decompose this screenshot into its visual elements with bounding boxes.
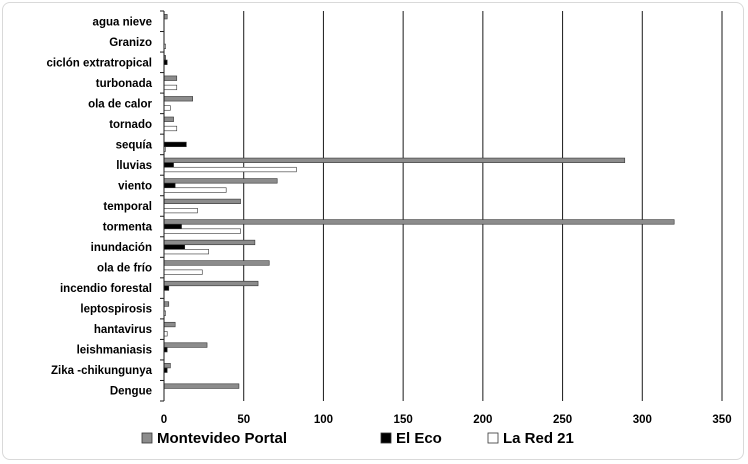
bar-la-red-21-inundacion <box>163 249 209 255</box>
category-label-sequia: sequía <box>116 139 153 151</box>
bar-montevideo-portal-ola-de-calor <box>163 96 193 102</box>
bar-el-eco-incendio-forestal <box>163 285 170 291</box>
bar-la-red-21-tornado <box>163 125 178 132</box>
bar-montevideo-portal-leptospirosis <box>163 301 170 307</box>
category-label-inundacion: inundación <box>91 242 152 254</box>
bar-montevideo-portal-tormenta <box>163 219 675 225</box>
category-label-turbonada: turbonada <box>96 78 153 90</box>
bars <box>163 14 675 389</box>
bar-montevideo-portal-temporal <box>163 198 241 205</box>
x-tick-label-150: 150 <box>394 414 413 426</box>
bar-montevideo-portal-ola-de-frio <box>163 260 270 266</box>
bar-la-red-21-viento <box>163 187 227 193</box>
bar-el-eco-viento <box>163 182 176 189</box>
category-label-incendio-forestal: incendio forestal <box>60 283 152 295</box>
category-label-ola-de-frio: ola de frío <box>97 263 152 275</box>
axes <box>160 10 165 402</box>
bar-montevideo-portal-incendio-forestal <box>163 280 259 287</box>
x-tick-label-0: 0 <box>161 414 167 426</box>
x-tick-label-300: 300 <box>633 414 652 426</box>
category-label-dengue: Dengue <box>110 386 152 398</box>
legend-label-montevideo-portal: Montevideo Portal <box>157 430 287 447</box>
bar-montevideo-portal-inundacion <box>163 239 256 246</box>
bar-el-eco-inundacion <box>163 244 186 250</box>
legend-swatch-montevideo-portal <box>141 432 153 444</box>
category-label-granizo: Granizo <box>109 37 152 49</box>
gridlines <box>243 11 723 401</box>
category-label-tormenta: tormenta <box>103 222 153 234</box>
category-label-agua-nieve: agua nieve <box>93 16 152 28</box>
category-label-hantavirus: hantavirus <box>94 324 152 336</box>
bar-montevideo-portal-leishmaniasis <box>163 342 208 348</box>
category-label-ciclon-extratropical: ciclón extratropical <box>47 57 152 69</box>
bar-montevideo-portal-lluvias <box>163 157 626 163</box>
category-label-lluvias: lluvias <box>116 160 152 172</box>
x-tick-label-350: 350 <box>712 414 731 426</box>
x-tick-label-100: 100 <box>314 414 333 426</box>
legend-swatch-el-eco <box>380 432 392 444</box>
x-tick-label-50: 50 <box>237 414 250 426</box>
category-label-zika-chikungunya: Zika -chikungunya <box>51 365 153 377</box>
x-tick-labels: 0 50 100 150 200 250 300 350 <box>161 414 732 426</box>
bar-la-red-21-ola-de-calor <box>163 105 171 111</box>
bar-el-eco-sequia <box>163 141 187 148</box>
bar-montevideo-portal-dengue <box>163 383 240 389</box>
bar-montevideo-portal-viento <box>163 178 278 184</box>
bar-la-red-21-tormenta <box>163 228 241 234</box>
category-label-viento: viento <box>118 180 152 192</box>
legend-label-el-eco: El Eco <box>396 430 442 447</box>
bar-la-red-21-lluvias <box>163 166 297 173</box>
bar-montevideo-portal-tornado <box>163 116 174 122</box>
bar-montevideo-portal-hantavirus <box>163 321 176 328</box>
bar-el-eco-tormenta <box>163 223 182 230</box>
legend-label-la-red-21: La Red 21 <box>503 430 574 447</box>
bar-la-red-21-turbonada <box>163 84 178 91</box>
chart-frame: agua nieve Granizo ciclón extratropical tur… <box>2 2 744 460</box>
bar-montevideo-portal-zika-chikungunya <box>163 363 171 369</box>
category-label-ola-de-calor: ola de calor <box>88 98 152 110</box>
legend: Montevideo Portal El Eco La Red 21 <box>141 430 574 447</box>
bar-el-eco-lluvias <box>163 162 174 168</box>
category-label-temporal: temporal <box>103 201 152 213</box>
bar-la-red-21-temporal <box>163 208 198 214</box>
category-labels: agua nieve Granizo ciclón extratropical tur… <box>47 16 153 397</box>
bar-chart: agua nieve Granizo ciclón extratropical tur… <box>47 10 732 447</box>
category-label-leptospirosis: leptospirosis <box>80 304 152 316</box>
x-tick-label-250: 250 <box>553 414 572 426</box>
bar-la-red-21-ola-de-frio <box>163 269 203 275</box>
category-label-tornado: tornado <box>109 119 152 131</box>
legend-swatch-la-red-21 <box>487 432 499 444</box>
category-label-leishmaniasis: leishmaniasis <box>77 345 152 357</box>
x-tick-label-200: 200 <box>473 414 492 426</box>
bar-montevideo-portal-turbonada <box>163 75 178 81</box>
